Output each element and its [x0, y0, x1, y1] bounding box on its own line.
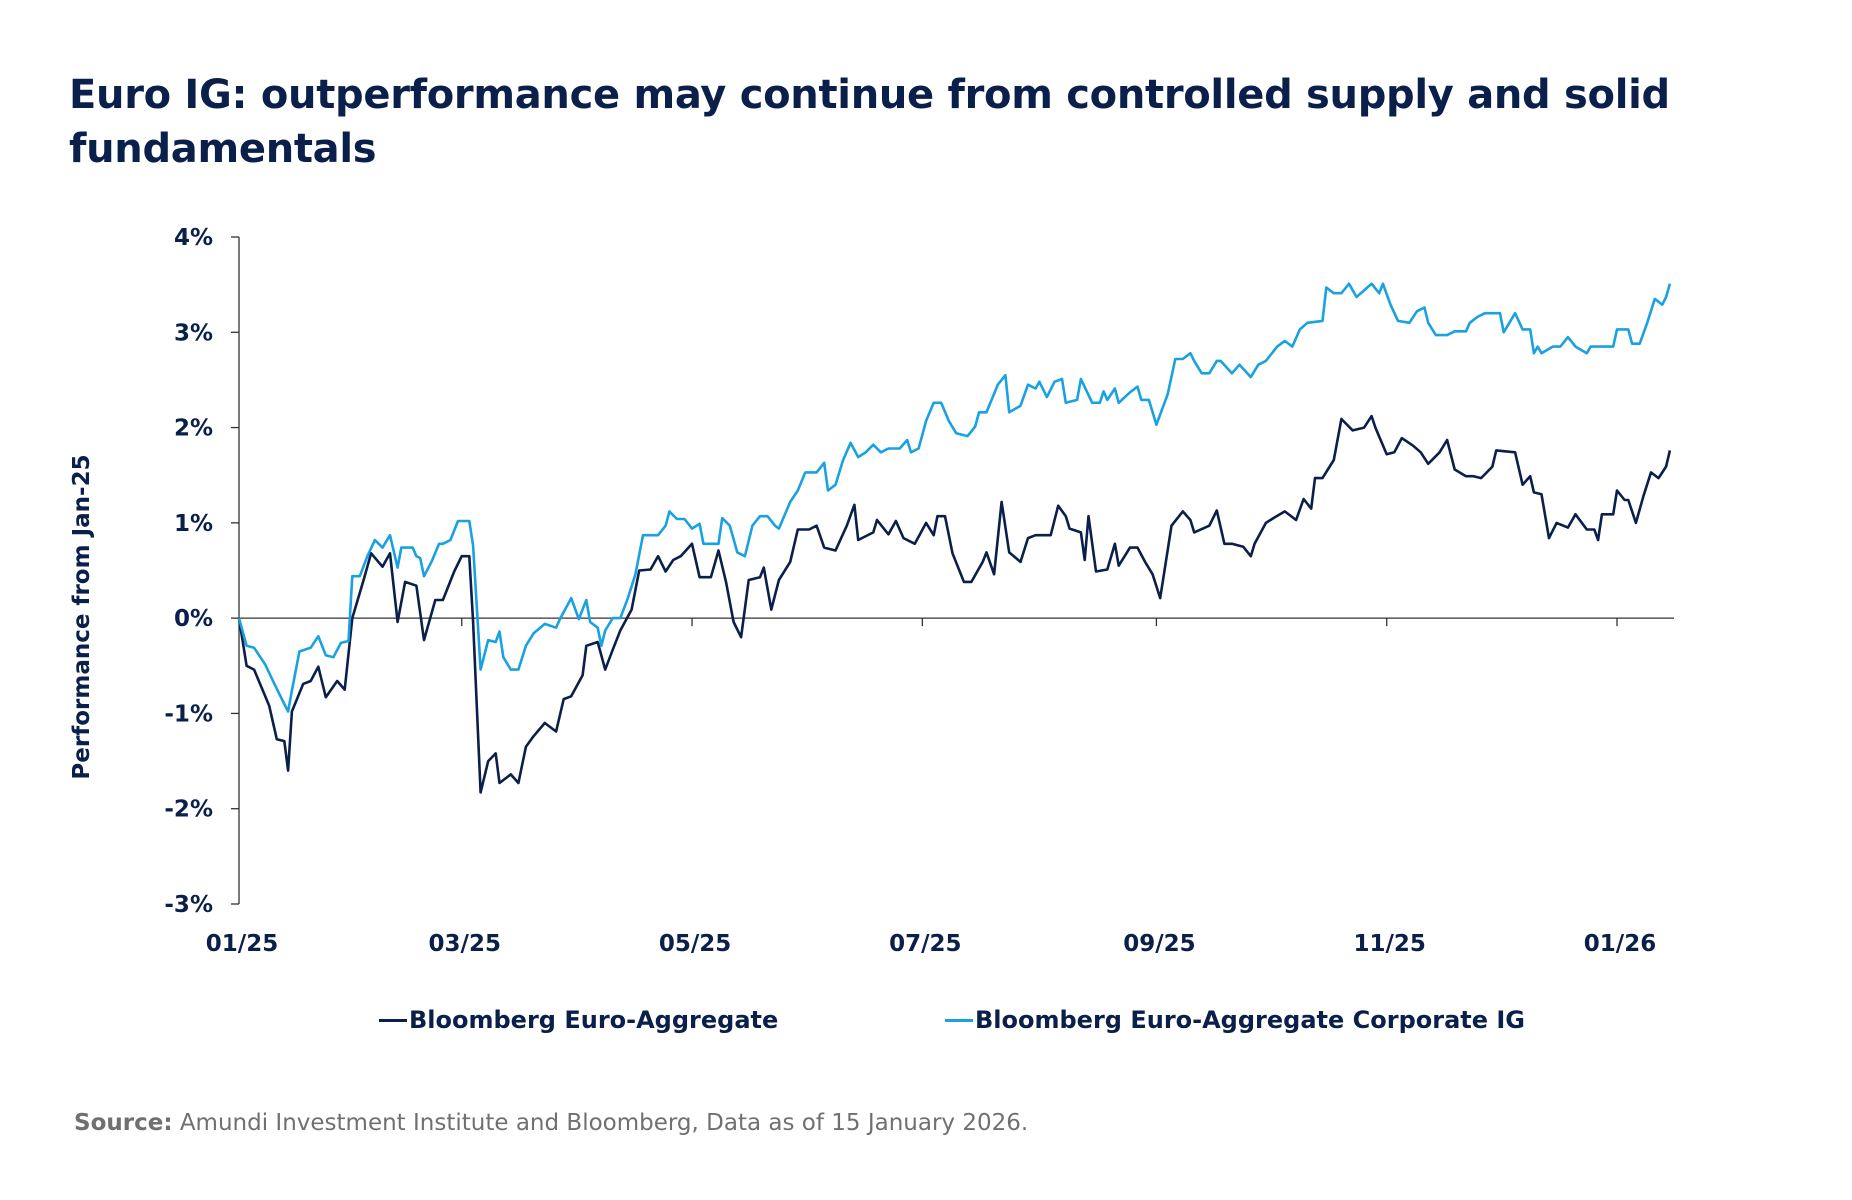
- y-tick-label: 1%: [174, 511, 213, 537]
- axes: 4% 3% 2% 1% 0% -1% -2% -3% 01/25 03/25 05/25 07/25 0…: [164, 225, 1674, 957]
- y-tick-label: -3%: [164, 892, 213, 918]
- y-tick-label: -2%: [164, 797, 213, 823]
- x-tick-label: 01/26: [1584, 931, 1656, 957]
- series-lines: [237, 282, 1672, 794]
- source-note: Source: Amundi Investment Institute and …: [74, 1110, 1028, 1136]
- legend-item-corporate-ig: Bloomberg Euro-Aggregate Corporate IG: [945, 1006, 1525, 1034]
- series-line-corporate-ig: [237, 282, 1672, 713]
- x-tick-label: 07/25: [889, 931, 961, 957]
- x-tick-label: 03/25: [429, 931, 501, 957]
- y-tick-label: 4%: [174, 225, 213, 251]
- y-tick-label: 2%: [174, 416, 213, 442]
- y-tick-label: 3%: [174, 320, 213, 346]
- x-tick-label: 09/25: [1123, 931, 1195, 957]
- series-line-euro-aggregate: [237, 414, 1672, 794]
- source-text: Amundi Investment Institute and Bloomber…: [172, 1110, 1029, 1136]
- y-tick-label: 0%: [174, 606, 213, 632]
- legend-label: Bloomberg Euro-Aggregate: [409, 1006, 779, 1034]
- y-tick-label: -1%: [164, 701, 213, 727]
- y-axis-title: Performance from Jan-25: [69, 454, 95, 779]
- chart-title: Euro IG: outperformance may continue fro…: [69, 72, 1670, 172]
- x-tick-label: 01/25: [206, 931, 278, 957]
- legend-item-euro-aggregate: Bloomberg Euro-Aggregate: [379, 1006, 778, 1034]
- legend-swatch: [945, 1018, 973, 1022]
- legend-label: Bloomberg Euro-Aggregate Corporate IG: [975, 1006, 1525, 1034]
- x-tick-label: 11/25: [1353, 931, 1425, 957]
- legend-swatch: [379, 1018, 407, 1022]
- x-tick-label: 05/25: [659, 931, 731, 957]
- source-label: Source:: [74, 1110, 173, 1136]
